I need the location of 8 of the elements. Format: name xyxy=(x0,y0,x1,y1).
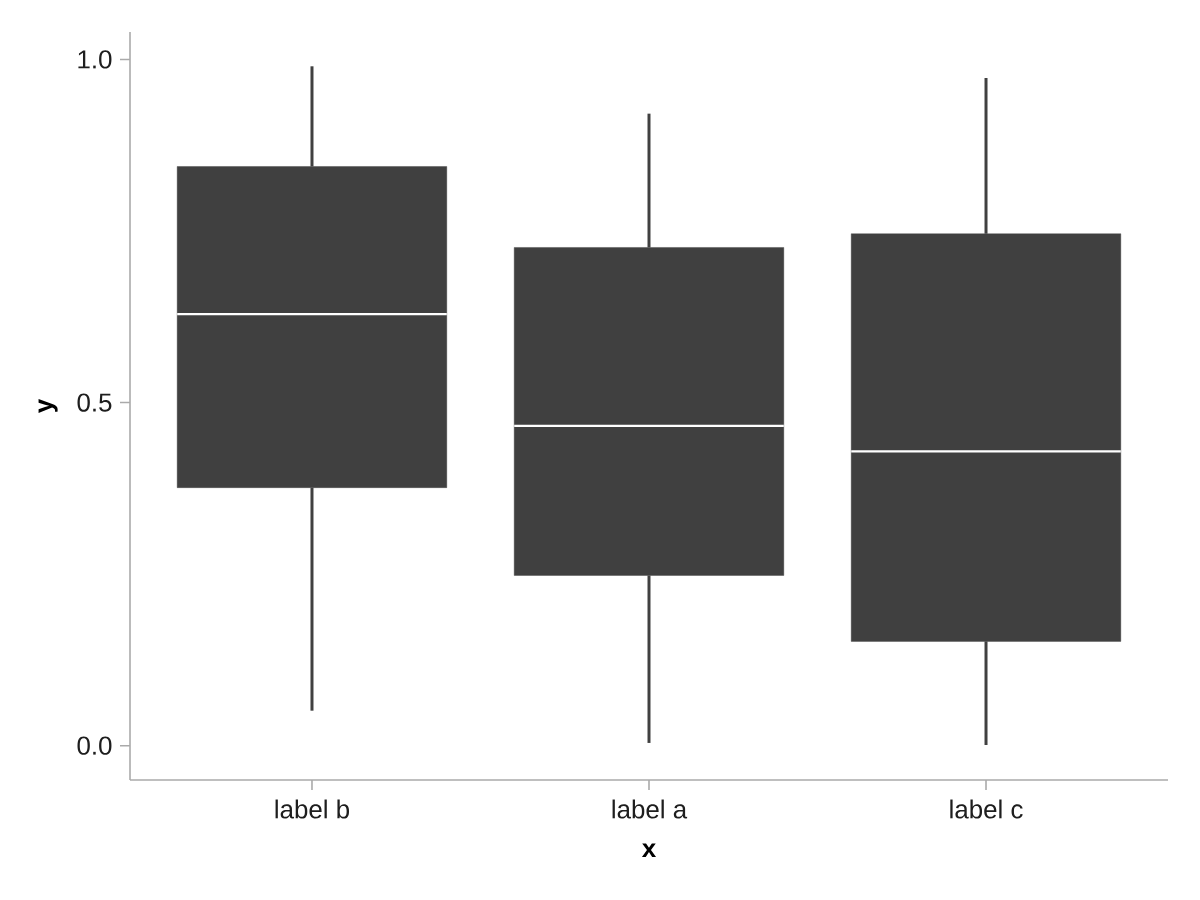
y-tick-label: 0.5 xyxy=(77,393,112,412)
x-tick-label: label a xyxy=(612,799,688,819)
y-tick-label: 1.0 xyxy=(78,50,112,69)
x-tick-label: label c xyxy=(950,799,1023,819)
y-axis-title: y xyxy=(38,398,58,413)
x-tick-label: label b xyxy=(275,799,350,819)
x-axis-title: x xyxy=(641,843,657,858)
y-tick-label: 0.0 xyxy=(77,736,112,755)
